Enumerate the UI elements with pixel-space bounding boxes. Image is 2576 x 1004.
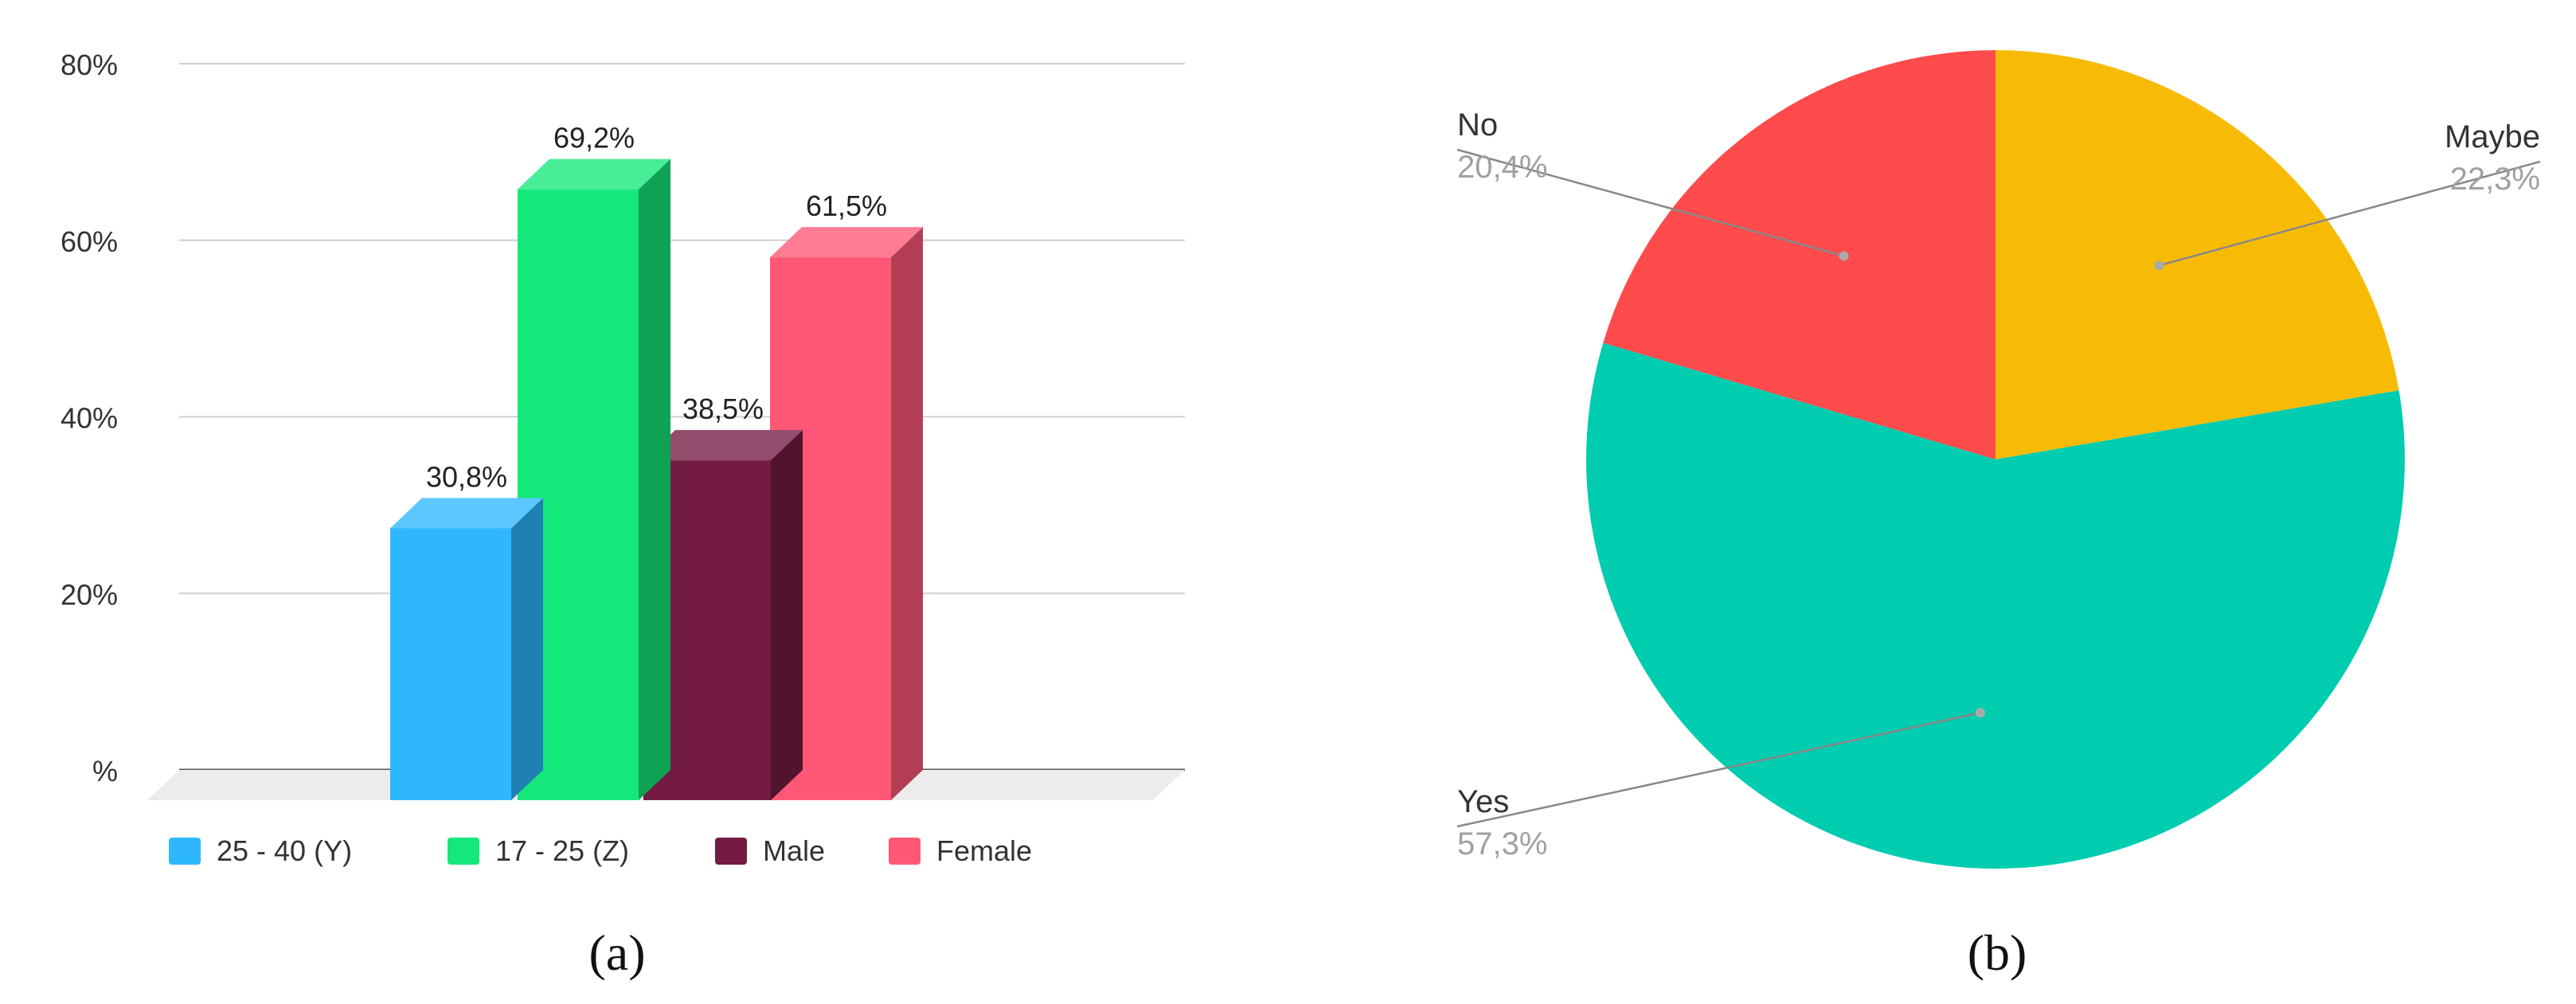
legend-swatch xyxy=(889,838,921,865)
legend-swatch xyxy=(715,838,747,865)
leader-dot xyxy=(2154,260,2164,271)
pie-chart: Maybe 22,3% Yes 57,3% No 20,4% (b) xyxy=(1456,50,2541,981)
bar-chart: % 20% 40% 60% 80% 30,8% 69,2% 38,5% 61,5% 25 - 40… xyxy=(61,49,1185,981)
panel-label: (a) xyxy=(588,924,645,981)
leader-line xyxy=(1456,711,1981,828)
bar-top xyxy=(770,227,923,258)
bar xyxy=(390,498,543,800)
panel-a: % 20% 40% 60% 80% 30,8% 69,2% 38,5% 61,5% 25 - 40… xyxy=(0,0,1234,1004)
legend-swatch xyxy=(169,838,201,865)
bar-value-label: 30,8% xyxy=(426,461,507,494)
slice-label: Yes xyxy=(1457,784,1509,819)
slice-value-label: 20,4% xyxy=(1457,150,1547,185)
bar-front xyxy=(390,528,511,800)
leader-line xyxy=(2159,160,2541,267)
slice-label: No xyxy=(1457,107,1498,143)
y-tick-label: 20% xyxy=(61,578,118,611)
legend-swatch xyxy=(448,838,479,865)
bar-top xyxy=(518,158,670,189)
bar-top xyxy=(390,498,543,529)
y-tick-label: 80% xyxy=(61,49,118,81)
leader-line xyxy=(1456,148,1844,257)
legend-label: Female xyxy=(936,834,1032,867)
bar-value-label: 61,5% xyxy=(806,189,887,222)
bar-side xyxy=(771,430,803,800)
y-tick-label: 60% xyxy=(61,225,118,258)
y-tick-label: 40% xyxy=(61,402,118,435)
legend-label: 17 - 25 (Z) xyxy=(495,834,629,867)
slice-label: Maybe xyxy=(2445,119,2540,154)
bar-side xyxy=(891,227,923,800)
panel-label: (b) xyxy=(1968,924,2027,981)
pie-slice xyxy=(1603,50,1996,459)
bar-top xyxy=(643,430,803,461)
y-tick-label: % xyxy=(92,755,118,787)
leader-dot xyxy=(1975,708,1985,718)
leader-dot xyxy=(1839,251,1849,261)
legend-label: Male xyxy=(763,834,825,867)
bar-value-label: 38,5% xyxy=(682,393,764,425)
bar-side xyxy=(639,158,670,800)
legend-label: 25 - 40 (Y) xyxy=(217,834,352,867)
bar-value-label: 69,2% xyxy=(553,122,635,154)
pie-slice xyxy=(1586,342,2405,869)
slice-value-label: 57,3% xyxy=(1457,826,1547,861)
bar-side xyxy=(511,498,543,800)
panel-b: Maybe 22,3% Yes 57,3% No 20,4% (b) xyxy=(1234,0,2576,1004)
slice-value-label: 22,3% xyxy=(2450,162,2540,197)
